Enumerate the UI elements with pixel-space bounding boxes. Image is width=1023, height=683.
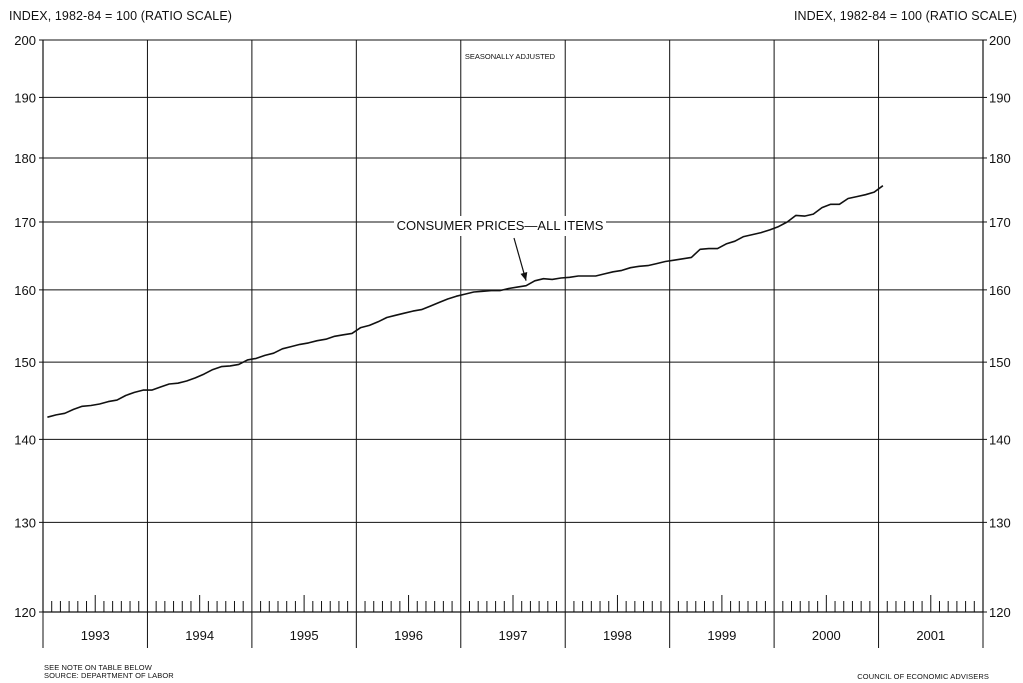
y-tick-label-left: 160 (14, 283, 36, 298)
y-tick-label-left: 150 (14, 355, 36, 370)
annotation-arrow-head (520, 272, 528, 281)
y-tick-label-right: 170 (989, 215, 1011, 230)
y-tick-label-left: 180 (14, 151, 36, 166)
y-tick-label-left: 140 (14, 432, 36, 447)
x-tick-label-1993: 1993 (81, 628, 110, 643)
y-tick-label-right: 160 (989, 283, 1011, 298)
footer-source: SOURCE: DEPARTMENT OF LABOR (44, 671, 174, 680)
y-tick-label-right: 120 (989, 605, 1011, 620)
x-tick-label-1998: 1998 (603, 628, 632, 643)
y-tick-label-left: 120 (14, 605, 36, 620)
chart-subtitle: SEASONALLY ADJUSTED (465, 52, 556, 61)
x-tick-label-2001: 2001 (916, 628, 945, 643)
axis-labels: 120 120 130 130 140 140 150 150 160 160 170 170 180 1… (14, 33, 1010, 643)
x-tick-label-1995: 1995 (290, 628, 319, 643)
series (47, 185, 884, 418)
y-tick-label-right: 200 (989, 33, 1011, 48)
grid (42, 39, 984, 648)
series-label: CONSUMER PRICES—ALL ITEMS (397, 218, 604, 233)
x-tick-label-1996: 1996 (394, 628, 423, 643)
y-tick-label-left: 130 (14, 515, 36, 530)
x-tick-label-1997: 1997 (499, 628, 528, 643)
y-tick-label-right: 130 (989, 515, 1011, 530)
annotations: CONSUMER PRICES—ALL ITEMS (394, 216, 606, 281)
annotation-background (394, 216, 606, 236)
y-tick-label-right: 140 (989, 432, 1011, 447)
cpi-series-line (47, 185, 884, 418)
footer-credit: COUNCIL OF ECONOMIC ADVISERS (857, 672, 989, 681)
footer-notes: SEE NOTE ON TABLE BELOW SOURCE: DEPARTME… (44, 664, 174, 680)
y-tick-label-right: 180 (989, 151, 1011, 166)
left-axis-label: INDEX, 1982-84 = 100 (RATIO SCALE) (9, 9, 233, 23)
right-axis-label: INDEX, 1982-84 = 100 (RATIO SCALE) (793, 9, 1017, 23)
x-tick-label-1999: 1999 (707, 628, 736, 643)
x-tick-label-1994: 1994 (185, 628, 214, 643)
y-tick-label-right: 190 (989, 90, 1011, 105)
y-tick-label-right: 150 (989, 355, 1011, 370)
y-tick-label-left: 200 (14, 33, 36, 48)
y-tick-label-left: 170 (14, 215, 36, 230)
axis-ticks (39, 39, 987, 613)
x-tick-label-2000: 2000 (812, 628, 841, 643)
footer-note: SEE NOTE ON TABLE BELOW (44, 663, 152, 672)
y-tick-label-left: 190 (14, 90, 36, 105)
